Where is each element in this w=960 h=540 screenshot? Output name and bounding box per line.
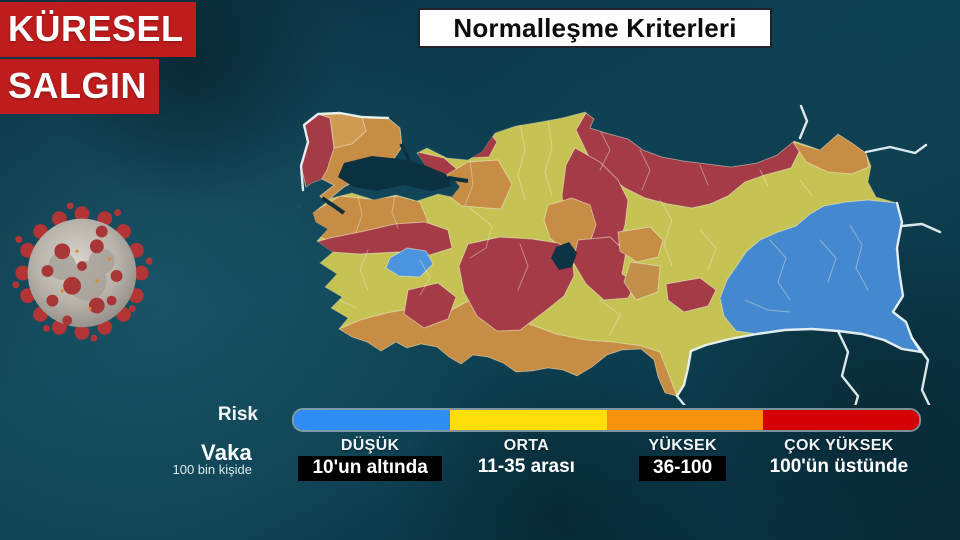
range-dusuk: 10'un altında: [298, 456, 442, 481]
range-cok-yuksek: 100'ün üstünde: [769, 456, 909, 477]
aegean-islands: [294, 203, 302, 224]
risk-segment-cok-yuksek: [762, 410, 919, 430]
category-label-dusuk: DÜŞÜK: [340, 437, 400, 454]
lake-tuz: [551, 242, 577, 270]
risk-segment-orta: [450, 410, 607, 430]
banner-line-2: SALGIN: [0, 59, 160, 114]
coronavirus-illustration: [12, 202, 153, 342]
cases-sublabel: 100 bin kişide: [172, 462, 253, 477]
range-orta: 11-35 arası: [477, 456, 575, 477]
sea-of-marmara: [320, 143, 469, 215]
risk-category-ranges: 10'un altında 11-35 arası 36-100 100'ün …: [292, 456, 917, 481]
risk-segment-yuksek: [606, 410, 763, 430]
risk-scale-bar: [292, 408, 921, 432]
category-label-cok-yuksek: ÇOK YÜKSEK: [784, 437, 894, 454]
category-label-orta: ORTA: [503, 437, 550, 454]
country-borders: [675, 104, 942, 405]
risk-category-labels: DÜŞÜK ORTA YÜKSEK ÇOK YÜKSEK: [292, 437, 917, 455]
range-yuksek: 36-100: [639, 456, 727, 481]
banner-line-1: KÜRESEL: [0, 2, 196, 57]
category-label-yuksek: YÜKSEK: [648, 437, 717, 454]
program-banner: KÜRESEL SALGIN: [0, 2, 196, 116]
province-borders: [339, 119, 869, 336]
page-title: Normalleşme Kriterleri: [418, 8, 772, 48]
turkey-map: [294, 104, 942, 405]
map-region-anatolia: [312, 111, 923, 397]
thrace-country-border: [299, 111, 390, 192]
risk-label: Risk: [217, 404, 258, 425]
virus-surface-proteins: [41, 225, 123, 326]
risk-segment-dusuk: [294, 410, 451, 430]
map-region-thrace: [299, 111, 403, 204]
cases-label: Vaka: [201, 440, 252, 465]
